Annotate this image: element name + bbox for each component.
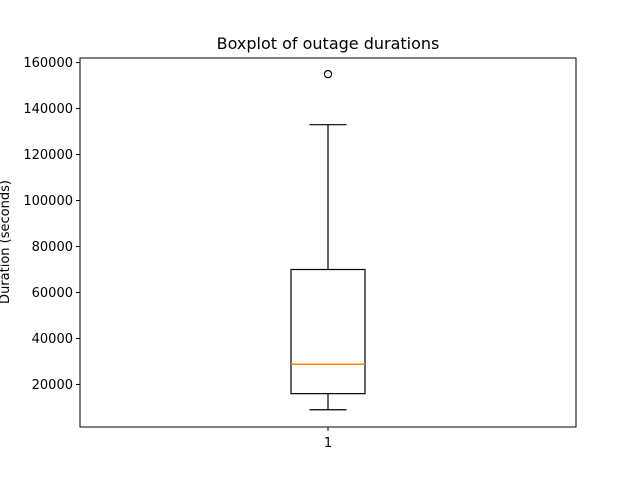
- y-tick-label: 80000: [32, 240, 73, 255]
- y-axis-label: Duration (seconds): [0, 180, 13, 304]
- axes-frame: [79, 57, 577, 428]
- iqr-box: [290, 268, 366, 395]
- y-tick-label: 60000: [32, 286, 73, 301]
- y-axis: 20000 40000 60000 80000 100000 120000 140000 16…: [23, 56, 80, 393]
- y-tick-label: 40000: [32, 332, 73, 347]
- chart-title: Boxplot of outage durations: [217, 34, 440, 53]
- y-tick-label: 140000: [23, 102, 73, 117]
- x-axis: 1: [324, 427, 332, 451]
- box-group: [290, 69, 366, 411]
- y-tick-label: 100000: [23, 194, 73, 209]
- plot-area: [290, 69, 366, 411]
- y-tick-label: 120000: [23, 148, 73, 163]
- x-tick-label: 1: [324, 436, 332, 451]
- outlier-point: [323, 69, 333, 79]
- y-tick-label: 160000: [23, 56, 73, 71]
- y-tick-label: 20000: [32, 378, 73, 393]
